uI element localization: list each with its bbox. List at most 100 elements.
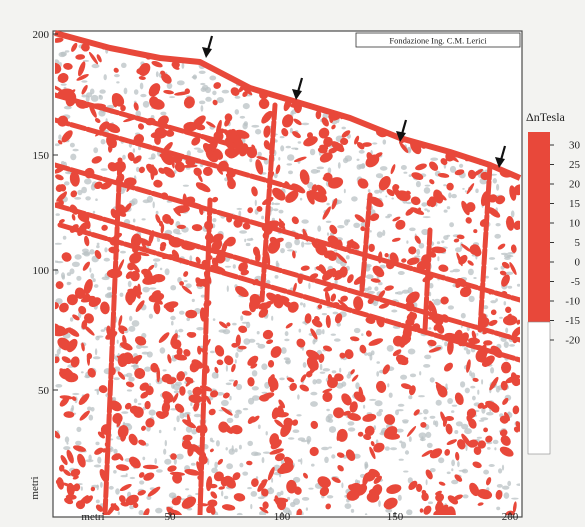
anomaly-blob	[468, 337, 480, 345]
anomaly-blob	[64, 497, 74, 505]
anomaly-blob	[61, 252, 72, 262]
anomaly-blob	[399, 142, 409, 153]
linear-feature	[55, 202, 520, 343]
anomaly-blob	[318, 353, 325, 363]
anomaly-blob	[300, 374, 307, 383]
anomaly-blob	[334, 313, 343, 324]
anomaly-blob	[411, 172, 424, 180]
noise-speck	[400, 441, 407, 449]
y-axis: 200 150 100 50 metri	[29, 29, 58, 500]
survey-edge-line	[54, 30, 522, 181]
noise-speck	[103, 257, 111, 262]
noise-speck	[496, 506, 501, 511]
noise-speck	[139, 480, 145, 485]
noise-speck	[507, 411, 511, 416]
noise-speck	[176, 415, 180, 423]
anomaly-blob	[191, 136, 201, 146]
noise-speck	[408, 174, 412, 178]
anomaly-blob	[55, 281, 64, 290]
anomaly-blob	[446, 439, 457, 446]
noise-speck	[235, 352, 239, 359]
noise-speck	[185, 283, 192, 289]
anomaly-blob	[226, 129, 237, 144]
anomaly-blob	[168, 218, 174, 226]
noise-speck	[179, 310, 185, 315]
noise-speck	[385, 195, 388, 198]
noise-speck	[454, 430, 459, 434]
anomaly-blob	[483, 340, 493, 346]
noise-speck	[92, 356, 101, 360]
noise-speck	[173, 228, 181, 234]
anomaly-blob	[435, 322, 445, 334]
noise-speck	[370, 350, 375, 356]
noise-speck	[364, 463, 368, 470]
anomaly-blob	[347, 412, 361, 421]
noise-speck	[107, 286, 112, 291]
anomaly-blob	[81, 342, 85, 352]
anomaly-blob	[341, 393, 352, 406]
noise-speck	[287, 154, 295, 161]
anomaly-blob	[293, 118, 302, 126]
anomaly-blob	[353, 298, 363, 308]
anomaly-blob	[105, 123, 121, 134]
noise-speck	[379, 166, 388, 171]
feature-arrows	[202, 35, 507, 168]
noise-speck	[407, 287, 413, 294]
noise-speck	[443, 184, 447, 187]
noise-speck	[95, 499, 100, 504]
anomaly-blob	[490, 405, 500, 413]
y-axis-label: metri	[29, 476, 41, 499]
noise-speck	[516, 483, 520, 487]
noise-speck	[460, 312, 466, 319]
anomaly-blob	[428, 196, 437, 208]
linear-feature	[55, 162, 520, 303]
noise-speck	[493, 267, 498, 271]
noise-speck	[460, 381, 466, 388]
noise-speck	[235, 383, 243, 391]
anomaly-blob	[445, 423, 453, 435]
anomaly-blob	[485, 477, 492, 486]
noise-speck	[141, 345, 149, 349]
anomaly-blob	[248, 299, 257, 313]
anomaly-blob	[364, 425, 375, 437]
anomaly-blob	[444, 449, 451, 456]
anomaly-blob	[150, 278, 157, 285]
anomaly-blob	[322, 345, 333, 352]
anomaly-blob	[181, 496, 197, 509]
anomaly-blob	[231, 363, 236, 373]
noise-speck	[376, 371, 380, 377]
noise-speck	[409, 373, 417, 378]
anomaly-blob	[71, 42, 78, 52]
anomaly-blob	[397, 357, 409, 365]
noise-speck	[428, 327, 432, 330]
anomaly-blob	[89, 104, 97, 118]
noise-speck	[346, 219, 351, 223]
noise-speck	[122, 154, 126, 160]
anomaly-blob	[238, 262, 248, 272]
anomaly-blob	[503, 315, 518, 326]
noise-speck	[347, 427, 356, 432]
noise-speck	[426, 442, 433, 448]
anomaly-blob	[192, 386, 203, 397]
noise-speck	[142, 456, 146, 461]
anomaly-blob	[473, 446, 482, 455]
anomaly-blob	[221, 406, 233, 416]
anomaly-blob	[497, 243, 506, 250]
noise-speck	[88, 454, 92, 461]
noise-speck	[148, 409, 156, 416]
anomaly-blob	[329, 224, 338, 235]
noise-speck	[60, 83, 67, 86]
anomaly-blob	[109, 400, 122, 412]
noise-speck	[64, 436, 70, 443]
noise-speck	[408, 436, 412, 442]
noise-speck	[132, 364, 136, 367]
noise-speck	[239, 462, 244, 468]
anomaly-blob	[218, 321, 228, 329]
noise-speck	[308, 487, 314, 490]
noise-speck	[334, 338, 341, 342]
anomaly-blob	[128, 456, 141, 469]
anomaly-blob	[342, 410, 351, 416]
noise-speck	[176, 80, 185, 86]
noise-speck	[173, 458, 177, 465]
anomaly-blob	[515, 421, 520, 434]
